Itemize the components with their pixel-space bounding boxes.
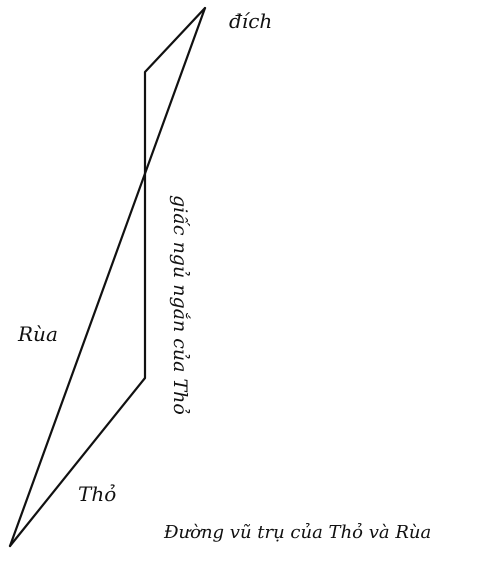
nap-label: giấc ngủ ngắn của Thỏ [169, 195, 191, 415]
tortoise-worldline [8, 6, 207, 548]
finish-label: đích [229, 9, 272, 33]
hare-worldline [8, 6, 207, 548]
tortoise-label: Rùa [17, 322, 58, 346]
hare-label: Thỏ [78, 482, 116, 506]
diagram-caption: Đường vũ trụ của Thỏ và Rùa [163, 522, 431, 543]
